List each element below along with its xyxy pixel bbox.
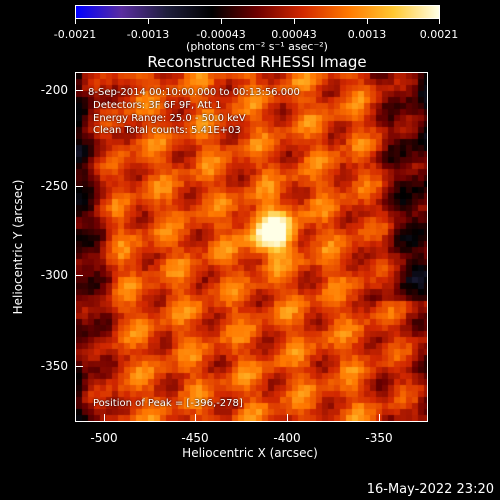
colorbar-tickmark (439, 19, 440, 24)
colorbar-tickmark (148, 19, 149, 24)
render-timestamp: 16-May-2022 23:20 (366, 482, 494, 497)
y-axis-label: Heliocentric Y (arcsec) (11, 179, 25, 315)
info-detectors: Detectors: 3F 6F 9F, Att 1 (93, 100, 222, 111)
y-tickmark (75, 186, 83, 187)
colorbar-tickmark (294, 19, 295, 24)
rhessi-image (76, 73, 427, 421)
info-time-range: 8-Sep-2014 00:10:00.000 to 00:13:56.000 (88, 87, 300, 98)
colorbar-tick-label: -0.00043 (196, 28, 246, 41)
colorbar-tickmark (221, 19, 222, 24)
colorbar-tick-label: -0.0021 (53, 28, 97, 41)
info-peak-position: Position of Peak = [-396,-278] (93, 398, 243, 409)
y-tickmark (75, 275, 83, 276)
colorbar-units: (photons cm⁻² s⁻¹ asec⁻²) (186, 40, 328, 53)
info-energy-range: Energy Range: 25.0 - 50.0 keV (93, 113, 246, 124)
x-tick-label: -400 (273, 431, 301, 445)
colorbar-tick-label: 0.0013 (347, 28, 387, 41)
x-tickmark (104, 414, 105, 422)
y-tick-label: -200 (40, 83, 68, 97)
y-tick-label: -300 (40, 268, 68, 282)
info-clean-counts: Clean Total counts: 5.41E+03 (93, 125, 241, 136)
y-tick-label: -350 (40, 359, 68, 373)
image-title: Reconstructed RHESSI Image (147, 53, 367, 71)
x-tick-label: -350 (365, 431, 393, 445)
x-tickmark (287, 414, 288, 422)
x-tickmark (195, 414, 196, 422)
y-tick-label: -250 (40, 179, 68, 193)
colorbar-tick-label: 0.00043 (271, 28, 317, 41)
colorbar-tickmark (367, 19, 368, 24)
colorbar-tickmark (75, 19, 76, 24)
x-axis-label: Heliocentric X (arcsec) (182, 446, 318, 460)
x-tick-label: -500 (90, 431, 118, 445)
y-tickmark (75, 366, 83, 367)
image-plot: 8-Sep-2014 00:10:00.000 to 00:13:56.000 … (75, 72, 428, 422)
x-tick-label: -450 (181, 431, 209, 445)
colorbar-tick-label: 0.0021 (419, 28, 459, 41)
colorbar (75, 5, 440, 19)
y-tickmark (75, 90, 83, 91)
colorbar-tick-label: -0.0013 (126, 28, 170, 41)
x-tickmark (379, 414, 380, 422)
